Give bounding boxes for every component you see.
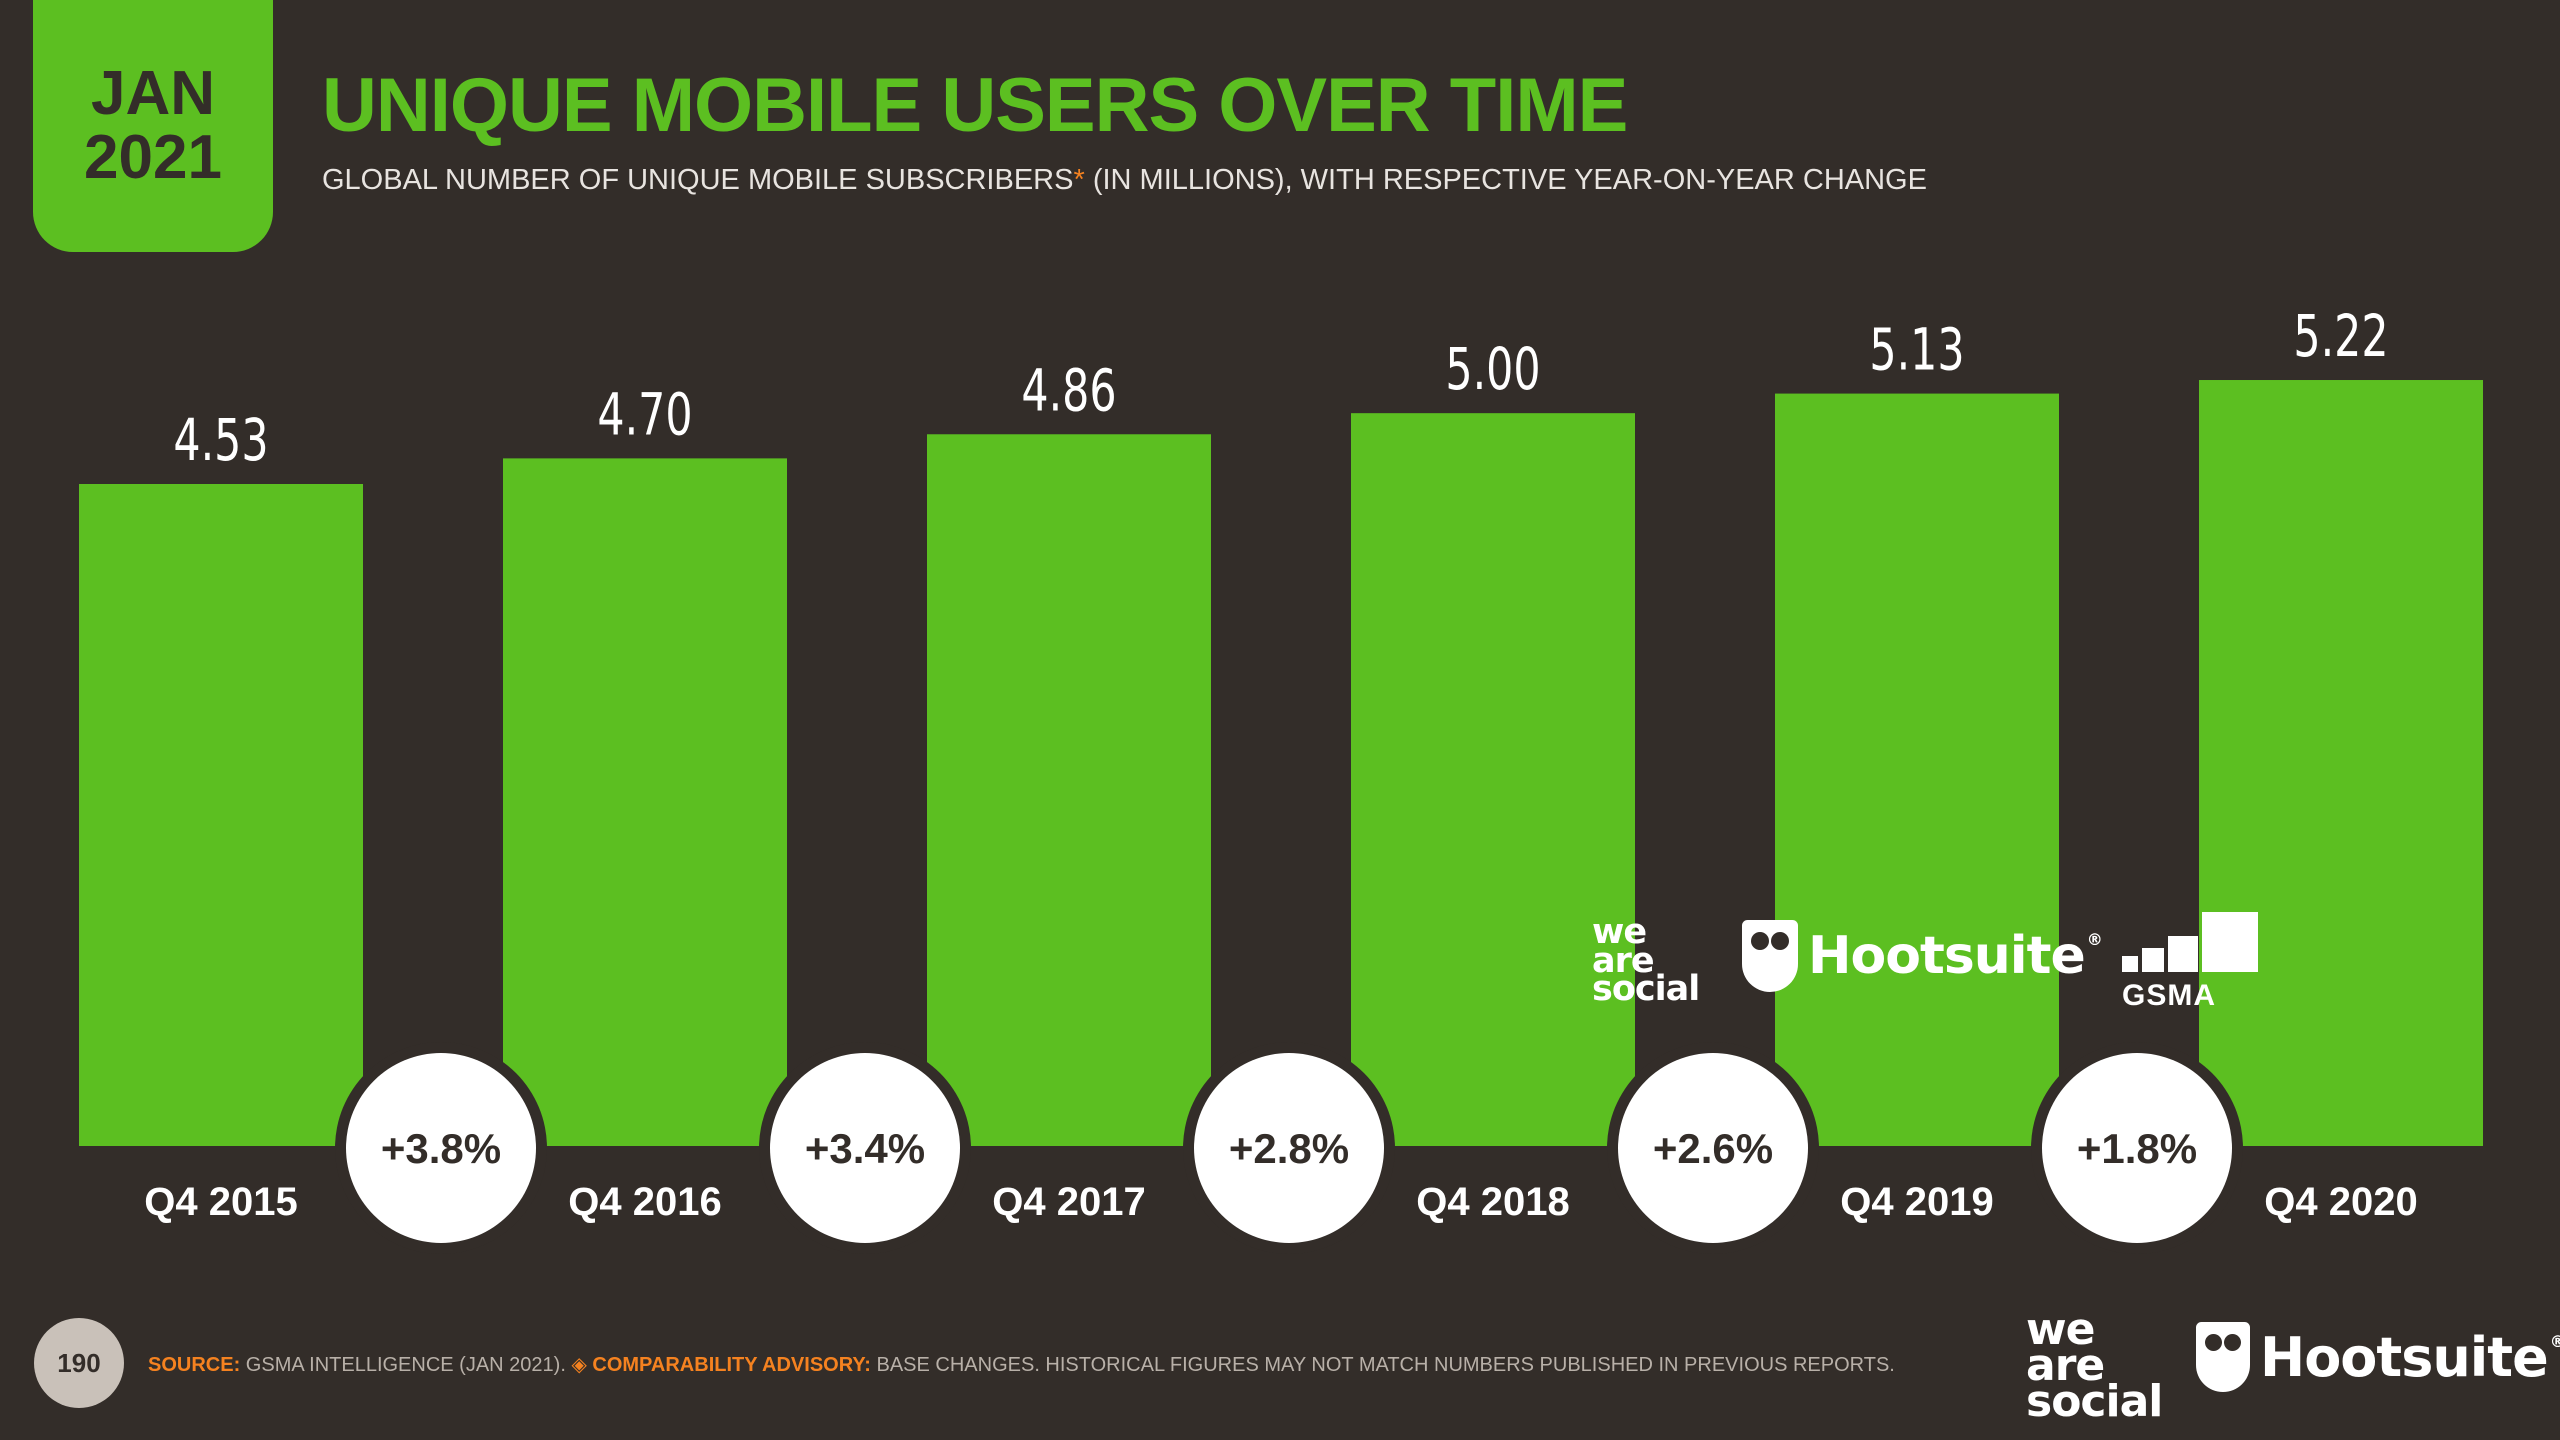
change-label: +1.8% — [2077, 1125, 2197, 1172]
bar-q4-2020 — [2199, 380, 2483, 1147]
badge-month: JAN — [90, 59, 216, 128]
we-are-social-logo: we are social — [1592, 912, 1700, 1010]
data-label: 4.70 — [597, 381, 692, 449]
source-label: SOURCE: — [148, 1354, 241, 1376]
badge-year: 2021 — [84, 123, 222, 192]
advisory-icon: ◈ — [571, 1354, 587, 1376]
footer-owl-icon — [2196, 1322, 2250, 1392]
data-label: 5.00 — [1445, 336, 1540, 404]
change-label: +2.8% — [1229, 1125, 1349, 1172]
page-number: 190 — [34, 1318, 124, 1408]
subtitle-rest: (IN MILLIONS), WITH RESPECTIVE YEAR-ON-Y… — [1084, 164, 1927, 196]
we-are-social-line-2: are — [1592, 940, 1655, 981]
subtitle-main: GLOBAL NUMBER OF UNIQUE MOBILE SUBSCRIBE… — [322, 164, 1074, 196]
gsma-logo: GSMA — [2122, 912, 2258, 1013]
hootsuite-wordmark: Hootsuite — [1808, 926, 2086, 986]
we-are-social-line-3: social — [1592, 969, 1700, 1010]
page-subtitle: GLOBAL NUMBER OF UNIQUE MOBILE SUBSCRIBE… — [322, 164, 1927, 197]
change-bubble — [770, 1053, 960, 1243]
bar-q4-2019 — [1775, 393, 2059, 1147]
gsma-wordmark: GSMA — [2122, 979, 2216, 1012]
bar-q4-2015 — [79, 484, 363, 1146]
bar-q4-2018 — [1351, 413, 1635, 1146]
owl-icon — [1742, 920, 1798, 992]
category-label: Q4 2019 — [1840, 1180, 1993, 1224]
change-label: +3.8% — [381, 1125, 501, 1172]
footer-was-line-1: we — [2026, 1304, 2096, 1355]
data-label: 4.86 — [1021, 357, 1116, 425]
category-label: Q4 2020 — [2264, 1180, 2417, 1224]
change-bubble — [1194, 1053, 1384, 1243]
source-text: GSMA INTELLIGENCE (JAN 2021). — [240, 1354, 572, 1376]
data-label: 5.13 — [1869, 316, 1964, 384]
category-label: Q4 2016 — [568, 1180, 721, 1224]
bar-q4-2016 — [503, 458, 787, 1147]
we-are-social-footer-logo: we are social — [2026, 1304, 2163, 1428]
page-title: UNIQUE MOBILE USERS OVER TIME — [322, 63, 1628, 148]
change-bubble — [1618, 1053, 1808, 1243]
category-label: Q4 2018 — [1416, 1180, 1569, 1224]
footer-was-line-3: social — [2026, 1376, 2163, 1428]
subtitle-asterisk: * — [1073, 164, 1085, 196]
bar-chart: 4.53 Q4 2015 4.70 Q4 2016 4.86 Q4 2017 5.00 Q4 … — [79, 302, 2483, 1243]
footer-hootsuite-registered-mark: ® — [2549, 1332, 2560, 1351]
advisory-label: COMPARABILITY ADVISORY: — [586, 1354, 871, 1376]
change-label: +2.6% — [1653, 1125, 1773, 1172]
we-are-social-line-1: we — [1592, 912, 1647, 952]
hootsuite-logo: Hootsuite ® — [1742, 920, 2103, 992]
change-bubble — [2042, 1053, 2232, 1243]
category-label: Q4 2017 — [992, 1180, 1145, 1224]
gsma-bars-icon — [2122, 912, 2258, 972]
footer-was-line-2: are — [2026, 1340, 2105, 1392]
advisory-text: BASE CHANGES. HISTORICAL FIGURES MAY NOT… — [870, 1354, 1895, 1376]
date-badge: JAN 2021 — [33, 0, 273, 252]
category-label: Q4 2015 — [144, 1180, 297, 1224]
data-label: 5.22 — [2293, 302, 2388, 370]
hootsuite-registered-mark: ® — [2086, 930, 2103, 949]
footer-hootsuite-wordmark: Hootsuite — [2260, 1325, 2549, 1389]
hootsuite-footer-logo: Hootsuite ® — [2196, 1322, 2560, 1392]
change-label: +3.4% — [805, 1125, 925, 1172]
change-bubble — [346, 1053, 536, 1243]
data-label: 4.53 — [173, 406, 268, 474]
bar-q4-2017 — [927, 434, 1211, 1146]
footer-source: SOURCE: GSMA INTELLIGENCE (JAN 2021). ◈ … — [148, 1352, 1895, 1377]
